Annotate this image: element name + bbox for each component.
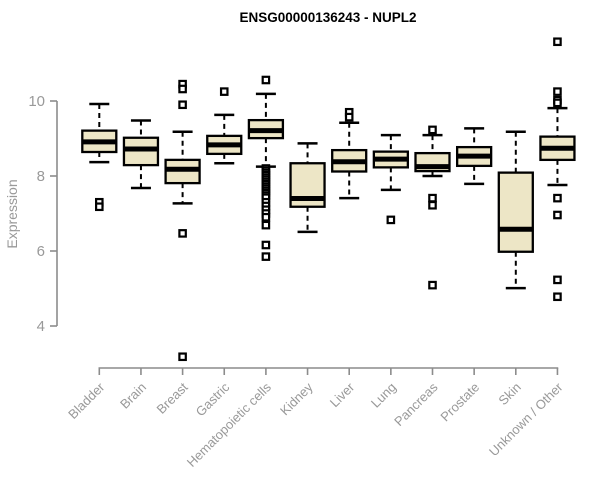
y-axis-tick-label: 10 — [28, 93, 45, 110]
boxplot-brain — [122, 119, 160, 190]
boxplot-lung — [372, 133, 410, 225]
outlier-point — [261, 252, 271, 261]
boxplot-bladder — [81, 102, 118, 212]
outlier-point — [553, 193, 562, 203]
outlier-point — [178, 352, 187, 362]
outlier-point — [428, 125, 437, 135]
outlier-point — [553, 37, 562, 47]
x-axis-category-label: Liver — [327, 379, 358, 410]
boxplot-series — [81, 37, 576, 362]
x-axis-category-label: Prostate — [437, 380, 482, 425]
outlier-point — [428, 193, 437, 203]
x-axis-category-label: Kidney — [277, 379, 316, 418]
boxplot-hematopoietic-cells — [247, 75, 285, 261]
boxplot-breast — [164, 79, 201, 362]
y-axis: 4 6 8 10 — [28, 93, 58, 335]
outlier-point — [261, 220, 271, 230]
boxplot-unknown-other — [539, 37, 576, 302]
outlier-point — [386, 215, 396, 225]
outlier-point — [553, 210, 562, 220]
outlier-point — [178, 84, 187, 94]
boxplot-kidney — [289, 142, 326, 234]
x-axis-category-label: Skin — [495, 380, 523, 408]
outlier-point — [553, 87, 562, 96]
boxplot-skin — [497, 130, 534, 290]
outlier-point — [94, 202, 104, 212]
outlier-point — [178, 100, 187, 110]
outlier-point — [428, 200, 437, 210]
outlier-point — [261, 240, 271, 250]
outlier-point — [261, 212, 271, 222]
x-axis-category-label: Lung — [368, 380, 399, 411]
boxplot-liver — [331, 107, 368, 200]
boxplot-prostate — [455, 127, 493, 186]
y-axis-tick-label: 4 — [37, 318, 45, 335]
outlier-point — [553, 292, 562, 302]
iqr-box — [497, 171, 534, 253]
outlier-point — [261, 75, 271, 85]
outlier-point — [344, 112, 354, 122]
y-axis-label: Expression — [4, 179, 20, 248]
chart-title: ENSG00000136243 - NUPL2 — [239, 10, 416, 25]
x-axis-category-label: Pancreas — [391, 379, 441, 429]
outlier-point — [219, 87, 229, 96]
boxplot-gastric — [206, 87, 243, 165]
outlier-point — [553, 98, 562, 108]
x-axis-category-label: Brain — [117, 380, 149, 412]
x-axis-category-label: Bladder — [65, 379, 108, 422]
y-axis-tick-label: 8 — [37, 168, 45, 185]
x-axis-category-label: Unknown / Other — [486, 379, 566, 459]
outlier-point — [428, 280, 437, 290]
y-axis-tick-label: 6 — [37, 243, 45, 260]
outlier-point — [553, 275, 562, 285]
boxplot-pancreas — [414, 125, 451, 290]
x-axis-category-label: Breast — [154, 379, 191, 416]
x-axis-category-label: Gastric — [193, 379, 233, 419]
outlier-point — [178, 229, 187, 238]
